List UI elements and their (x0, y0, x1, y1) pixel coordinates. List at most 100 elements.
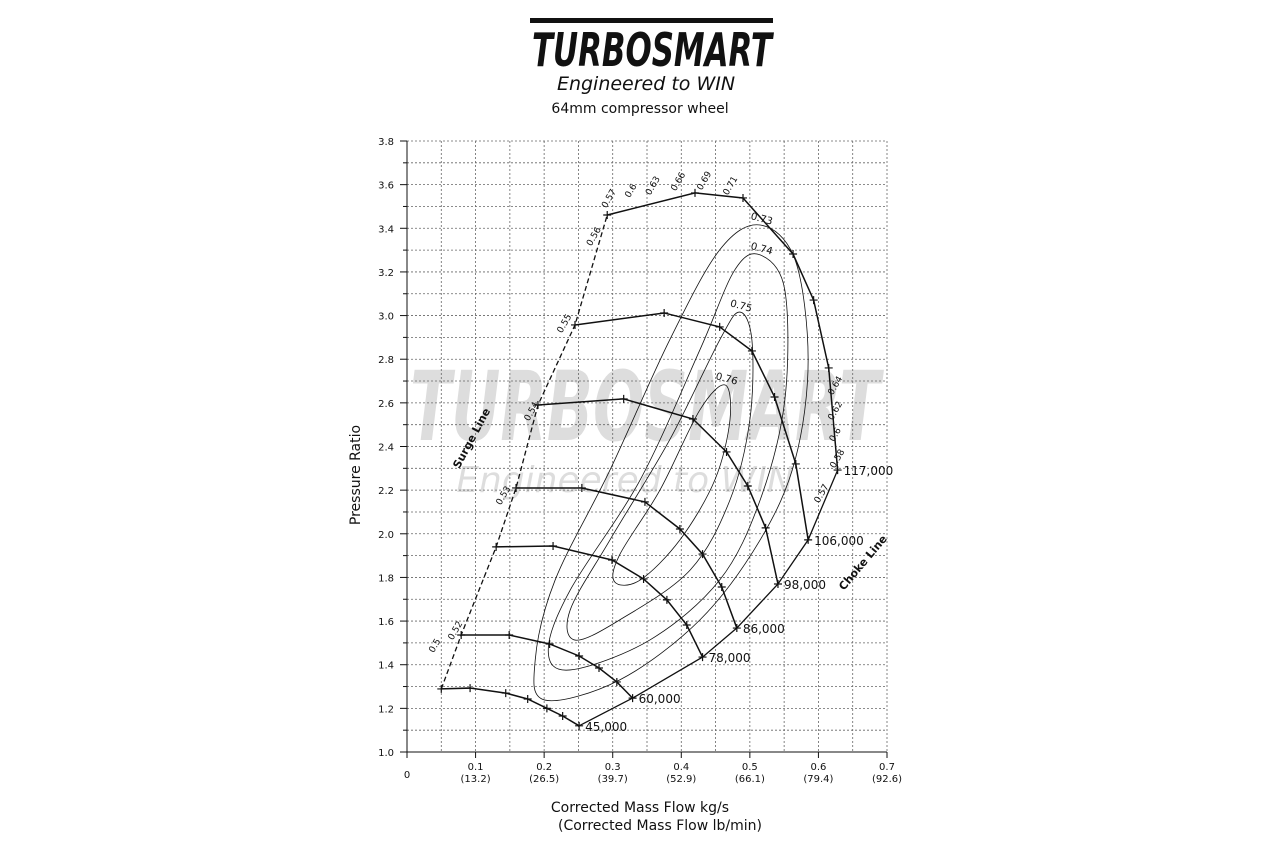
speed-label: 98,000 (784, 578, 826, 592)
speed-point (571, 320, 579, 329)
x-tick-label: 0 (404, 770, 410, 781)
speed-point (688, 415, 697, 424)
speed-point (824, 363, 833, 372)
speed-point (466, 684, 475, 693)
y-tick-label: 2.8 (378, 355, 394, 366)
speed-point (662, 595, 671, 604)
y-tick-label: 3.6 (378, 181, 394, 192)
speed-label: 86,000 (743, 622, 785, 636)
speed-point (722, 447, 731, 456)
speed-point (457, 631, 466, 640)
y-tick-label: 1.0 (378, 748, 394, 759)
speed-point (761, 523, 770, 532)
x-tick-label-secondary: (39.7) (598, 774, 628, 785)
speed-point (437, 684, 446, 693)
chart-title: 64mm compressor wheel (551, 101, 728, 117)
speed-point (639, 574, 648, 583)
x-axis-label-secondary: (Corrected Mass Flow lb/min) (558, 818, 762, 834)
speed-line (516, 487, 738, 629)
y-tick-label: 1.2 (378, 704, 394, 715)
speed-point (612, 677, 621, 686)
speed-line (496, 545, 704, 658)
x-tick-label-secondary: (66.1) (735, 774, 765, 785)
efficiency-annotation: 0.5 (428, 637, 444, 654)
speed-point (715, 322, 724, 331)
speed-point (505, 631, 514, 640)
speed-point (501, 689, 510, 698)
watermark-tagline: Engineered to WIN (456, 460, 794, 501)
x-tick-label-secondary: (26.5) (529, 774, 559, 785)
speed-point (833, 466, 842, 475)
x-tick-label: 0.5 (742, 762, 758, 773)
x-tick-label: 0.3 (605, 762, 621, 773)
efficiency-contour (547, 253, 789, 671)
speed-label: 60,000 (639, 692, 681, 706)
speed-point (770, 392, 779, 401)
efficiency-annotation: 0.66 (670, 170, 689, 193)
speed-point (542, 704, 551, 713)
efficiency-annotation: 0.57 (813, 483, 832, 505)
efficiency-annotation: 0.6 (624, 182, 640, 200)
speed-point (640, 497, 649, 506)
speed-point (660, 308, 669, 317)
efficiency-annotation: 0.69 (696, 170, 715, 193)
x-tick-label: 0.7 (879, 762, 895, 773)
speed-point (512, 483, 521, 492)
efficiency-contour (533, 224, 809, 702)
x-tick-label: 0.4 (673, 762, 689, 773)
speed-label: 78,000 (709, 651, 751, 665)
y-tick-label: 3.4 (378, 224, 394, 235)
y-tick-label: 2.2 (378, 486, 394, 497)
speed-point (558, 711, 567, 720)
y-tick-label: 2.4 (378, 443, 394, 454)
x-tick-label-secondary: (13.2) (461, 774, 491, 785)
speed-point (545, 639, 554, 648)
y-axis-label: Pressure Ratio (348, 425, 364, 525)
speed-point (789, 250, 798, 259)
speed-point (717, 583, 726, 592)
speed-point (603, 210, 612, 219)
speed-point (492, 542, 501, 551)
speed-point (691, 188, 699, 197)
speed-point (523, 694, 532, 703)
speed-label: 45,000 (585, 720, 627, 734)
speed-point (549, 542, 558, 551)
speed-label: 117,000 (844, 464, 894, 478)
y-tick-label: 2.0 (378, 530, 394, 541)
x-tick-label: 0.2 (536, 762, 552, 773)
speed-point (739, 193, 747, 202)
speed-point (773, 579, 782, 588)
y-tick-label: 1.6 (378, 617, 394, 628)
speed-point (628, 694, 637, 703)
logo: TURBOSMART (532, 23, 774, 77)
speed-point (675, 524, 684, 533)
logo-bar (530, 18, 773, 23)
efficiency-annotation: 0.52 (447, 620, 466, 642)
speed-point (743, 481, 752, 490)
speed-point (682, 620, 691, 629)
x-tick-label-secondary: (92.6) (872, 774, 902, 785)
y-tick-label: 1.8 (378, 573, 394, 584)
x-tick-label-secondary: (52.9) (666, 774, 696, 785)
speed-point (809, 296, 818, 305)
y-tick-label: 1.4 (378, 661, 394, 672)
speed-label: 106,000 (814, 534, 864, 548)
speed-point (791, 459, 800, 468)
y-tick-label: 2.6 (378, 399, 394, 410)
y-tick-label: 3.0 (378, 312, 394, 323)
speed-point (698, 653, 707, 662)
speed-point (698, 550, 707, 559)
speed-point (595, 663, 603, 672)
efficiency-annotation: 0.71 (722, 175, 741, 197)
x-tick-label: 0.6 (810, 762, 826, 773)
speed-point (575, 651, 584, 660)
speed-point (533, 401, 542, 410)
speed-point (575, 721, 584, 730)
speed-point (732, 624, 741, 633)
x-axis-label: Corrected Mass Flow kg/s (551, 800, 729, 816)
y-tick-label: 3.2 (378, 268, 394, 279)
speed-point (747, 346, 756, 355)
speed-point (804, 535, 813, 544)
x-tick-label-secondary: (79.4) (803, 774, 833, 785)
